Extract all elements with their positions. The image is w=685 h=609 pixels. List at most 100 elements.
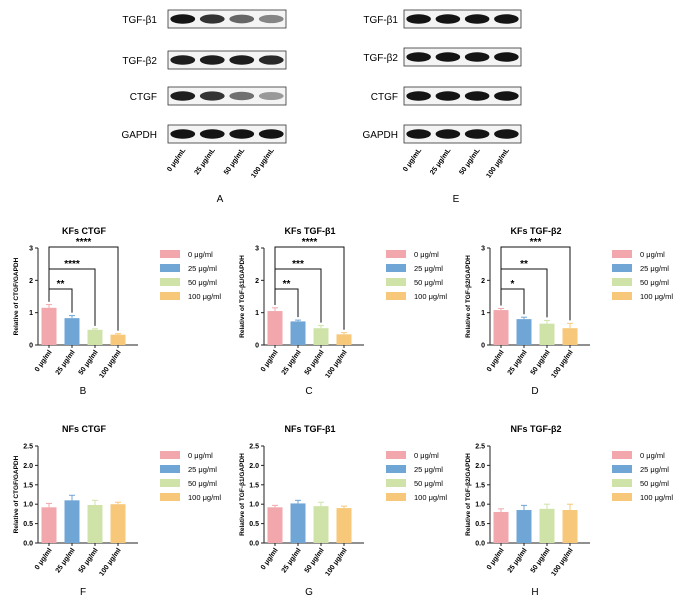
y-axis-label: Relative of CTGF/GAPDH: [13, 455, 20, 533]
legend-label: 25 μg/ml: [414, 264, 443, 273]
y-tick-label: 2: [481, 278, 485, 285]
x-tick-label: 100 μg/ml: [550, 547, 574, 578]
legend-swatch: [612, 493, 632, 501]
blot-band: [170, 91, 196, 101]
x-tick-label: 0 μg/ml: [260, 547, 280, 571]
y-tick-label: 2.0: [475, 463, 485, 470]
western-blot-e: TGF-β1 TGF-β2 CTGF GAPDH 0 μg/mL 25 μg/mL 50 μ…: [362, 9, 522, 205]
significance-bracket: [274, 246, 345, 330]
blot-lane-label: 100 μg/mL: [250, 147, 276, 180]
legend-label: 50 μg/ml: [640, 479, 669, 488]
x-tick-label: 50 μg/ml: [530, 349, 552, 376]
legend-label: 0 μg/ml: [414, 451, 439, 460]
blot-band: [406, 52, 431, 62]
blot-frame: [403, 9, 522, 29]
legend-label: 0 μg/ml: [188, 451, 213, 460]
legend-swatch: [160, 493, 180, 501]
blot-band: [199, 55, 225, 65]
y-tick-label: 1.0: [23, 502, 33, 509]
x-tick-label: 0 μg/ml: [486, 349, 506, 373]
blot-band: [435, 14, 461, 24]
legend-swatch: [160, 264, 180, 272]
bar: [267, 507, 283, 543]
legend: 0 μg/ml 25 μg/ml 50 μg/ml 100 μg/ml: [386, 250, 447, 301]
legend-label: 0 μg/ml: [640, 250, 665, 259]
blot-row-label: TGF-β1: [363, 15, 398, 26]
bar: [41, 507, 57, 543]
blot-row-label: CTGF: [130, 92, 157, 103]
significance-label: **: [520, 259, 528, 270]
legend-swatch: [612, 479, 632, 487]
blot-band: [229, 129, 255, 139]
significance-bracket: [48, 246, 119, 331]
chart-title: KFs TGF-β1: [285, 226, 336, 236]
legend-label: 100 μg/ml: [640, 292, 673, 301]
legend-label: 100 μg/ml: [188, 292, 221, 301]
legend-swatch: [386, 451, 406, 459]
blot-band: [170, 55, 196, 65]
y-tick-label: 0.5: [475, 521, 485, 528]
blot-lane-label: 25 μg/mL: [194, 147, 218, 177]
bar: [110, 334, 126, 345]
bar: [539, 323, 555, 345]
x-tick-label: 25 μg/ml: [507, 547, 529, 574]
x-tick-label: 100 μg/ml: [324, 349, 348, 380]
y-tick-label: 2.0: [249, 463, 259, 470]
chart-title: NFs TGF-β1: [285, 424, 336, 434]
legend: 0 μg/ml 25 μg/ml 50 μg/ml 100 μg/ml: [160, 451, 221, 502]
bar: [313, 328, 329, 345]
legend-label: 0 μg/ml: [640, 451, 665, 460]
significance-label: ****: [76, 237, 92, 248]
bar-chart-c: KFs TGF-β1 0 1 2 3 Relative of TGF-β1/GAPDH 0 …: [239, 226, 447, 397]
x-tick-label: 25 μg/ml: [55, 349, 77, 376]
blot-band: [464, 129, 490, 139]
blot-row-label: TGF-β2: [363, 53, 398, 64]
y-tick-label: 0.0: [249, 541, 259, 548]
blot-band: [494, 129, 519, 139]
y-tick-label: 0: [481, 343, 485, 350]
bar: [516, 319, 532, 345]
blot-band: [170, 14, 196, 24]
y-tick-label: 2.5: [23, 444, 33, 451]
legend-label: 100 μg/ml: [640, 493, 673, 502]
blot-band: [406, 14, 431, 24]
y-tick-label: 2.5: [249, 444, 259, 451]
panel-letter: F: [80, 587, 86, 598]
legend-swatch: [160, 250, 180, 258]
y-tick-label: 1: [481, 310, 485, 317]
legend-swatch: [386, 479, 406, 487]
blot-row-label: GAPDH: [362, 130, 398, 141]
panel-letter: H: [531, 587, 538, 598]
y-tick-label: 0.5: [23, 521, 33, 528]
legend-swatch: [386, 264, 406, 272]
panel-letter: D: [531, 386, 538, 397]
x-tick-label: 100 μg/ml: [550, 349, 574, 380]
y-tick-label: 0: [255, 343, 259, 350]
y-tick-label: 1: [255, 310, 259, 317]
y-axis-label: Relative of TGF-β1/GAPDH: [239, 453, 246, 536]
blot-band: [494, 14, 519, 24]
y-tick-label: 3: [255, 246, 259, 253]
x-tick-label: 100 μg/ml: [98, 547, 122, 578]
legend-label: 100 μg/ml: [188, 493, 221, 502]
legend: 0 μg/ml 25 μg/ml 50 μg/ml 100 μg/ml: [612, 250, 673, 301]
blot-band: [435, 129, 461, 139]
blot-band: [258, 14, 284, 24]
blot-lane-label: 50 μg/mL: [223, 147, 247, 177]
x-tick-label: 50 μg/ml: [78, 349, 100, 376]
x-tick-label: 100 μg/ml: [324, 547, 348, 578]
legend-swatch: [612, 278, 632, 286]
blot-row-label: TGF-β2: [122, 56, 157, 67]
y-axis-label: Relative of CTGF/GAPDH: [13, 257, 20, 335]
legend-label: 100 μg/ml: [414, 493, 447, 502]
x-tick-label: 50 μg/ml: [304, 547, 326, 574]
y-tick-label: 1.0: [249, 502, 259, 509]
bar: [87, 329, 103, 345]
y-tick-label: 0.0: [23, 541, 33, 548]
bar: [64, 318, 80, 345]
blot-frame: [167, 9, 287, 29]
y-axis-label: Relative of TGF-β2/GAPDH: [465, 255, 472, 338]
legend-swatch: [160, 465, 180, 473]
